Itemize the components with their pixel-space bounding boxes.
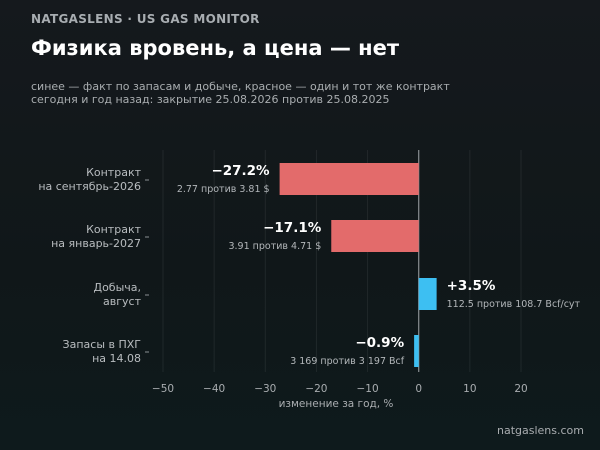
x-tick-label: −20: [305, 383, 327, 395]
x-tick-label: 0: [415, 383, 422, 395]
detail-label: 112.5 против 108.7 Bcf/сут: [447, 299, 581, 310]
source-label: natgaslens.com: [497, 424, 584, 437]
category-label: август: [103, 295, 142, 308]
category-label: на сентябрь-2026: [38, 180, 141, 193]
x-axis-label: изменение за год, %: [279, 398, 394, 410]
category-label: Контракт: [86, 223, 142, 236]
value-label: −0.9%: [355, 335, 404, 351]
x-tick-label: −50: [152, 383, 174, 395]
category-label: на 14.08: [92, 352, 141, 365]
value-label: −17.1%: [263, 220, 322, 236]
detail-label: 2.77 против 3.81 $: [177, 184, 270, 195]
detail-label: 3.91 против 4.71 $: [228, 241, 321, 252]
category-label: на январь-2027: [51, 237, 141, 250]
bars: [279, 163, 437, 367]
category-label: Добыча,: [93, 281, 141, 294]
x-tick-label: −40: [203, 383, 225, 395]
x-axis: −50 −40 −30 −20 −10 0 10 20 изменение за год, %: [152, 383, 528, 410]
value-label: +3.5%: [447, 278, 496, 294]
page-title: Физика вровень, а цена — нет: [31, 36, 400, 60]
category-label: Запасы в ПХГ: [63, 338, 142, 351]
subtitle-line-2: сегодня и год назад: закрытие 25.08.2026…: [31, 93, 390, 106]
bar: [279, 163, 419, 195]
x-tick-label: −10: [356, 383, 378, 395]
x-tick-label: 20: [514, 383, 527, 395]
brand-label: NATGASLENS · US GAS MONITOR: [31, 12, 260, 26]
subtitle-line-1: синее — факт по запасам и добыче, красно…: [31, 80, 450, 93]
bar: [331, 220, 419, 252]
value-labels: −27.2% 2.77 против 3.81 $ −17.1% 3.91 проти…: [177, 163, 581, 367]
value-label: −27.2%: [211, 163, 270, 179]
detail-label: 3 169 против 3 197 Bcf: [290, 356, 405, 367]
x-tick-label: 10: [463, 383, 476, 395]
category-label: Контракт: [86, 166, 142, 179]
bar: [418, 278, 437, 310]
x-tick-label: −30: [254, 383, 276, 395]
chart-subtitle: синее — факт по запасам и добыче, красно…: [31, 80, 571, 106]
bar: [414, 335, 419, 367]
